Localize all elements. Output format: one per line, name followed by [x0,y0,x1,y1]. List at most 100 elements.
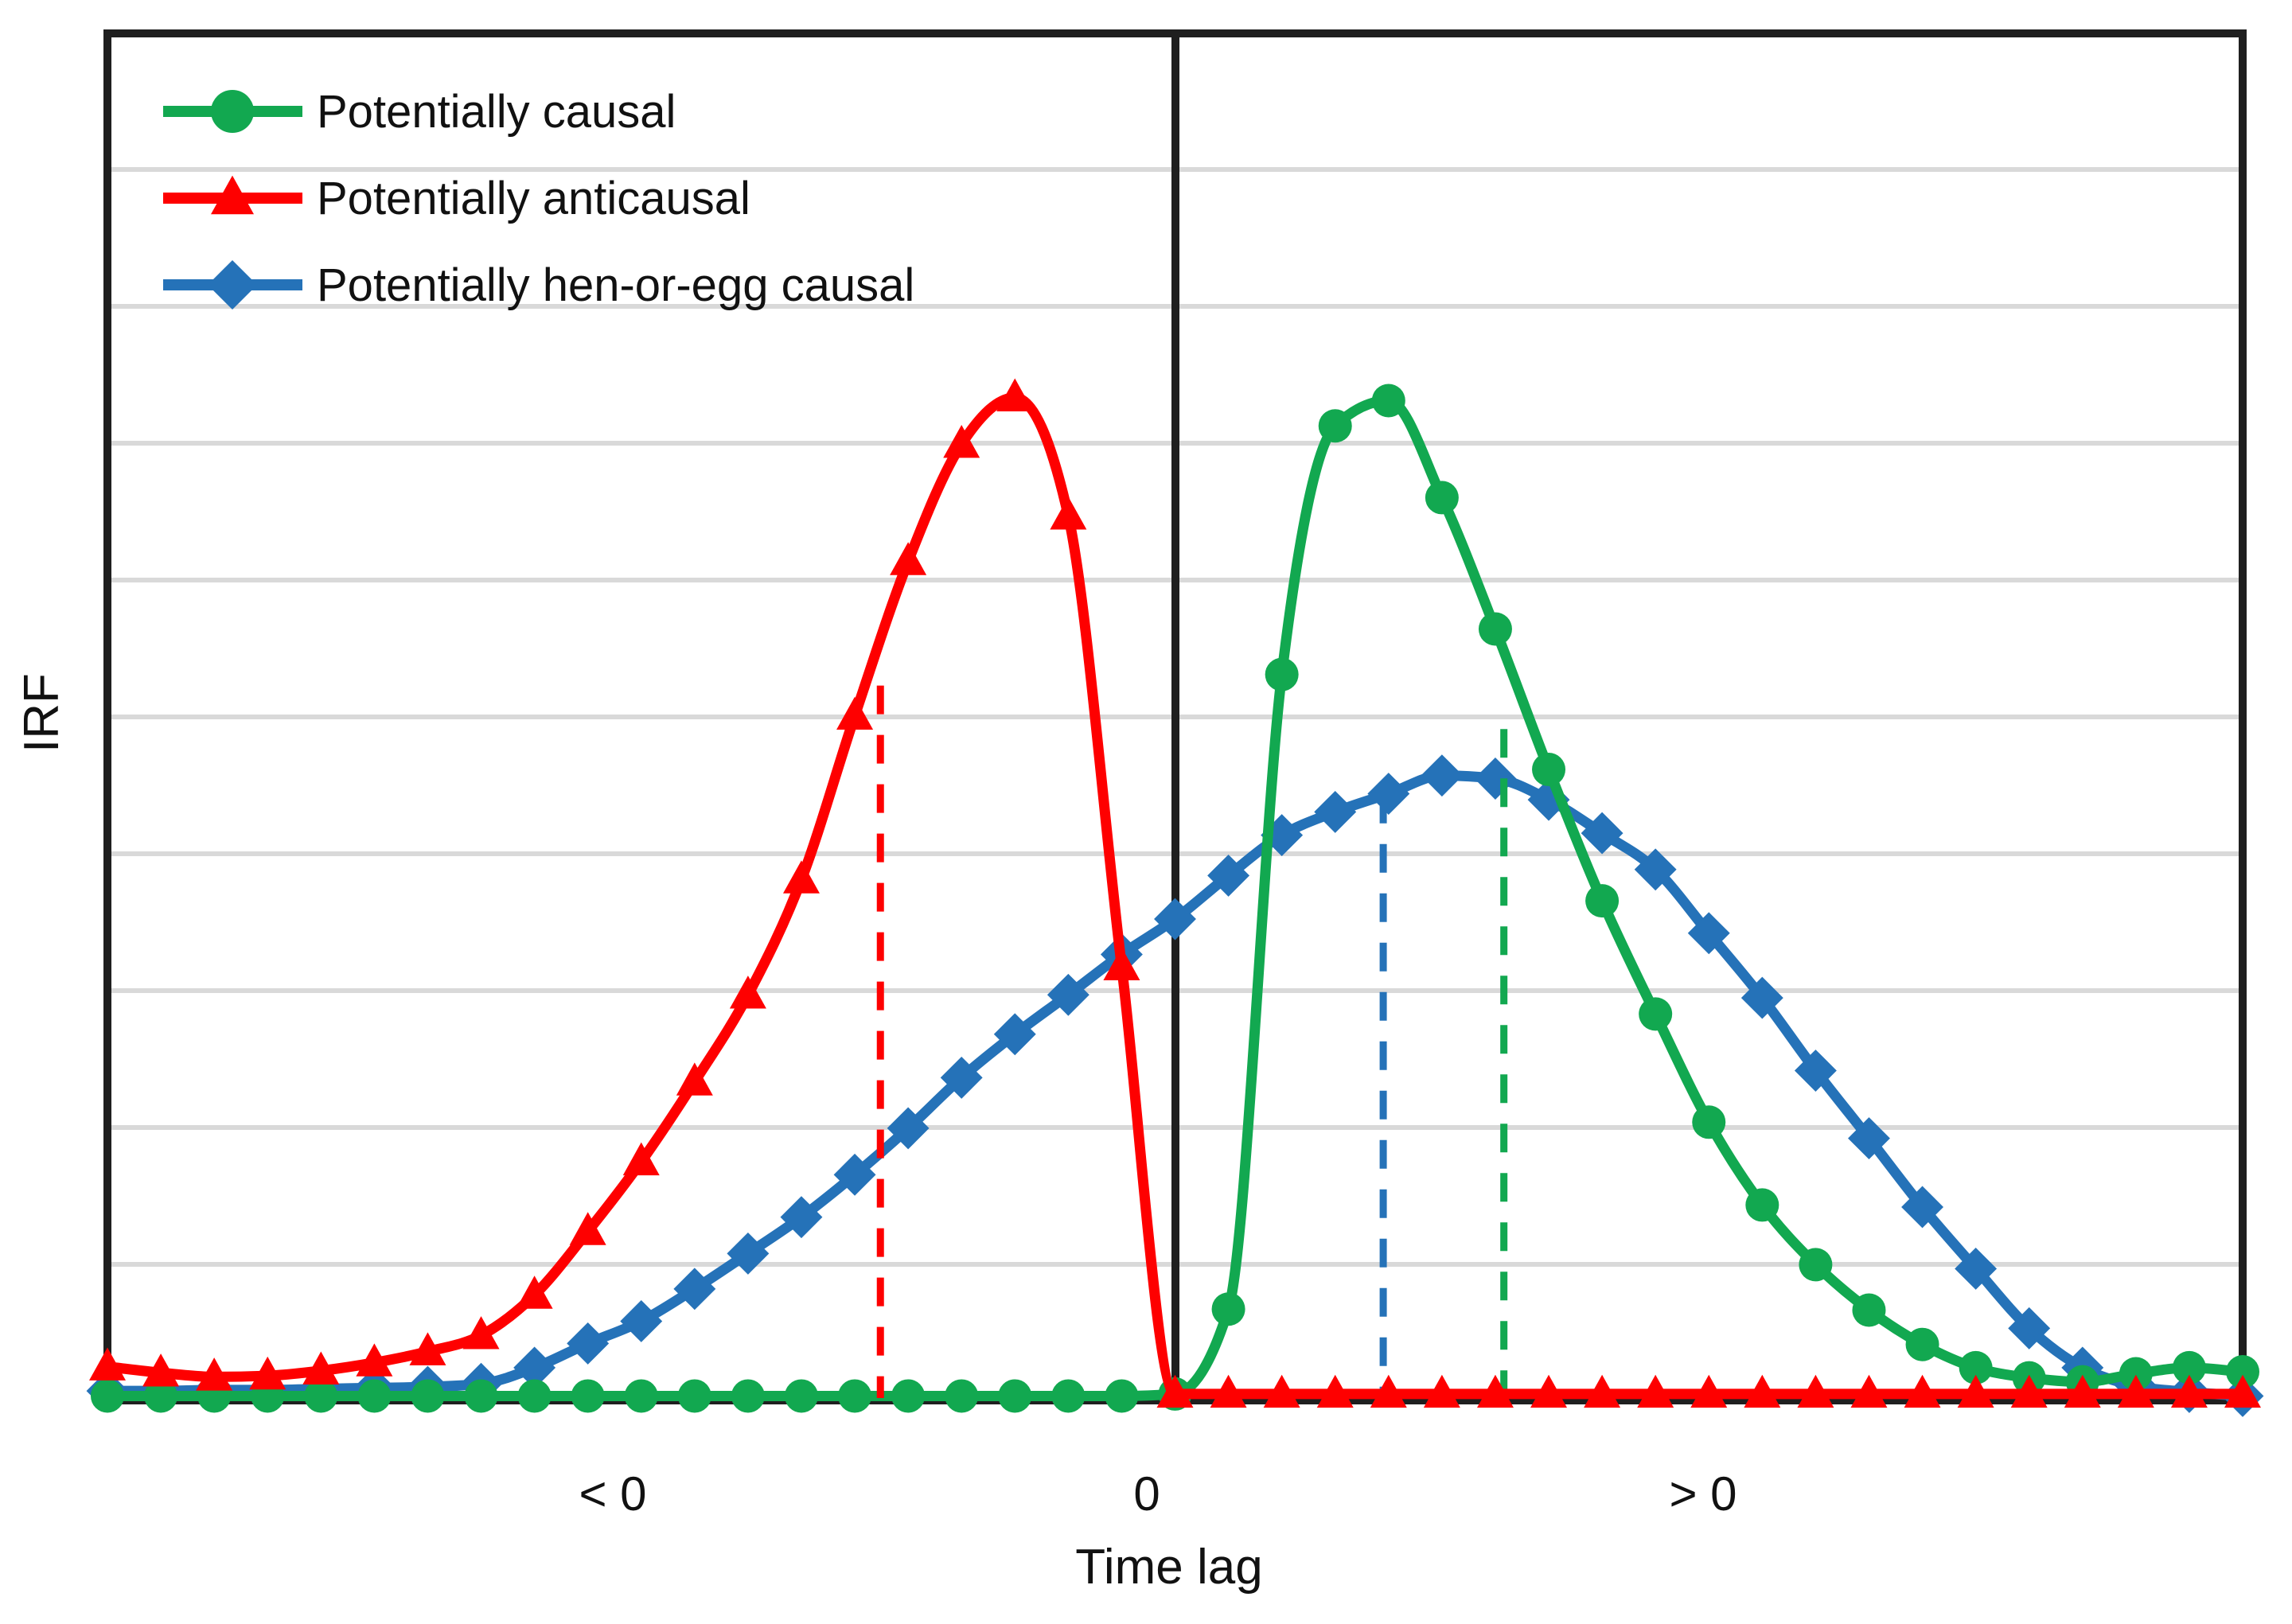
marker-diamond-potentially-hen-or-egg-causal [1687,912,1730,955]
series-potentially-causal [91,384,2259,1413]
marker-circle-potentially-causal [998,1379,1032,1413]
marker-triangle-potentially-anticausal [2170,1374,2208,1408]
marker-diamond-potentially-hen-or-egg-causal [1740,976,1783,1019]
marker-circle-potentially-causal [1745,1188,1779,1222]
marker-diamond-potentially-hen-or-egg-causal [673,1268,716,1310]
marker-triangle-potentially-anticausal [1530,1374,1568,1408]
series-layer [86,378,2264,1417]
marker-diamond-potentially-hen-or-egg-causal [940,1056,983,1099]
marker-triangle-potentially-anticausal [196,1357,233,1391]
marker-circle-potentially-causal [1905,1327,1939,1361]
x-tick-label-positive: > 0 [1669,1467,1737,1521]
marker-triangle-potentially-anticausal [1263,1374,1300,1408]
x-tick-label-negative: < 0 [579,1467,646,1521]
legend-marker-circle-potentially-causal [211,90,254,133]
marker-circle-potentially-causal [677,1379,711,1413]
marker-diamond-potentially-hen-or-egg-causal [887,1107,930,1150]
marker-triangle-potentially-anticausal [622,1142,660,1176]
marker-circle-potentially-causal [1585,884,1620,918]
marker-diamond-potentially-hen-or-egg-causal [833,1153,876,1196]
marker-triangle-potentially-anticausal [142,1353,180,1387]
marker-circle-potentially-causal [784,1379,818,1413]
marker-triangle-potentially-anticausal [1103,947,1140,980]
marker-triangle-potentially-anticausal [1050,497,1087,530]
marker-circle-potentially-causal [1639,997,1673,1031]
marker-circle-potentially-causal [1478,612,1512,646]
marker-circle-potentially-causal [1799,1248,1833,1282]
marker-diamond-potentially-hen-or-egg-causal [1955,1247,1998,1290]
marker-triangle-potentially-anticausal [516,1275,553,1309]
marker-diamond-potentially-hen-or-egg-causal [780,1196,823,1239]
marker-diamond-potentially-hen-or-egg-causal [2008,1307,2051,1349]
marker-circle-potentially-causal [91,1379,124,1413]
marker-circle-potentially-causal [1425,481,1459,515]
marker-triangle-potentially-anticausal [996,378,1034,411]
marker-triangle-potentially-anticausal [1744,1374,1781,1408]
marker-circle-potentially-causal [357,1379,392,1413]
marker-diamond-potentially-hen-or-egg-causal [567,1322,610,1365]
marker-triangle-potentially-anticausal [1904,1374,1941,1408]
marker-circle-potentially-causal [1852,1293,1886,1327]
marker-triangle-potentially-anticausal [302,1351,340,1384]
marker-diamond-potentially-hen-or-egg-causal [1261,814,1304,857]
marker-diamond-potentially-hen-or-egg-causal [1047,973,1089,1016]
marker-triangle-potentially-anticausal [943,424,980,458]
marker-circle-potentially-causal [2172,1350,2206,1384]
marker-diamond-potentially-hen-or-egg-causal [1634,848,1677,891]
marker-triangle-potentially-anticausal [89,1347,126,1381]
marker-circle-potentially-causal [2119,1357,2153,1391]
y-axis-title: IRF [14,673,69,753]
legend-marker-triangle-potentially-anticausal [211,175,254,215]
series-line-potentially-anticausal [107,392,2243,1400]
marker-triangle-potentially-anticausal [356,1343,393,1377]
marker-triangle-potentially-anticausal [1316,1374,1354,1408]
marker-circle-potentially-causal [1265,657,1299,691]
marker-circle-potentially-causal [731,1379,765,1413]
series-potentially-anticausal [89,378,2261,1408]
marker-diamond-potentially-hen-or-egg-causal [1421,754,1464,797]
marker-diamond-potentially-hen-or-egg-causal [1848,1117,1890,1160]
marker-diamond-potentially-hen-or-egg-causal [727,1232,770,1275]
marker-circle-potentially-causal [1211,1292,1245,1326]
marker-diamond-potentially-hen-or-egg-causal [1581,812,1624,855]
marker-circle-potentially-causal [464,1379,498,1413]
marker-triangle-potentially-anticausal [1476,1374,1514,1408]
x-tick-labels: < 0 0 > 0 [579,1467,1737,1521]
marker-triangle-potentially-anticausal [1584,1374,1621,1408]
marker-triangle-potentially-anticausal [1637,1374,1674,1408]
marker-circle-potentially-causal [2226,1354,2259,1388]
marker-circle-potentially-causal [1105,1379,1139,1413]
marker-triangle-potentially-anticausal [2064,1374,2101,1408]
marker-triangle-potentially-anticausal [1370,1374,1407,1408]
x-axis-title: Time lag [1075,1540,1262,1595]
marker-circle-potentially-causal [945,1379,979,1413]
marker-triangle-potentially-anticausal [1797,1374,1834,1408]
marker-circle-potentially-causal [838,1379,872,1413]
marker-circle-potentially-causal [1959,1350,1993,1384]
marker-circle-potentially-causal [517,1379,552,1413]
marker-circle-potentially-causal [891,1379,926,1413]
marker-triangle-potentially-anticausal [409,1332,446,1365]
marker-circle-potentially-causal [411,1379,445,1413]
legend-label-potentially-hen-or-egg-causal: Potentially hen-or-egg causal [317,259,914,311]
marker-triangle-potentially-anticausal [1210,1374,1247,1408]
marker-triangle-potentially-anticausal [1957,1374,1994,1408]
legend: Potentially causal Potentially anticausa… [163,86,914,311]
marker-triangle-potentially-anticausal [249,1356,286,1390]
marker-triangle-potentially-anticausal [890,542,927,575]
marker-diamond-potentially-hen-or-egg-causal [513,1346,556,1389]
marker-diamond-potentially-hen-or-egg-causal [1314,790,1357,833]
marker-circle-potentially-causal [571,1379,605,1413]
marker-triangle-potentially-anticausal [1156,1374,1194,1408]
marker-triangle-potentially-anticausal [1850,1374,1888,1408]
marker-circle-potentially-causal [624,1379,658,1413]
marker-circle-potentially-causal [1532,753,1566,787]
marker-circle-potentially-causal [1051,1379,1086,1413]
marker-triangle-potentially-anticausal [676,1062,713,1096]
legend-label-potentially-anticausal: Potentially anticausal [317,173,750,224]
legend-label-potentially-causal: Potentially causal [317,86,676,138]
marker-diamond-potentially-hen-or-egg-causal [1794,1050,1837,1092]
marker-triangle-potentially-anticausal [569,1212,606,1245]
